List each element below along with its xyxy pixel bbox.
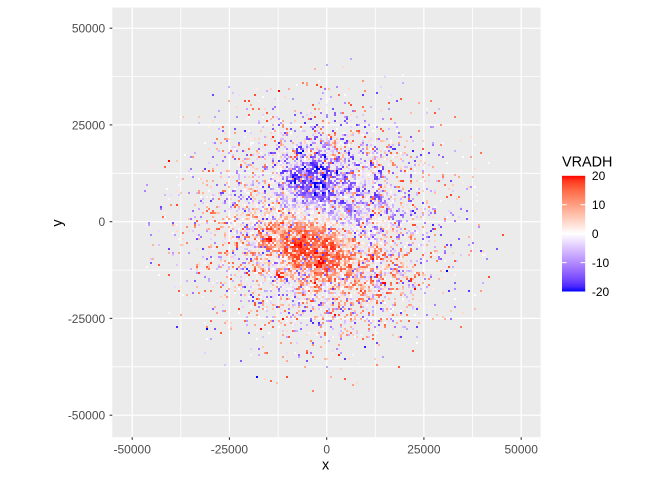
svg-text:x: x xyxy=(322,458,330,474)
svg-text:-10: -10 xyxy=(592,256,610,270)
svg-text:-25000: -25000 xyxy=(68,312,106,326)
svg-text:0: 0 xyxy=(99,215,106,229)
svg-text:0: 0 xyxy=(592,227,599,241)
svg-text:-50000: -50000 xyxy=(68,409,106,423)
svg-text:50000: 50000 xyxy=(72,22,106,36)
svg-text:-20: -20 xyxy=(592,285,610,299)
svg-text:25000: 25000 xyxy=(72,118,106,132)
svg-text:25000: 25000 xyxy=(407,442,441,456)
svg-text:y: y xyxy=(50,219,66,227)
svg-text:-25000: -25000 xyxy=(211,442,249,456)
svg-text:10: 10 xyxy=(592,198,606,212)
svg-text:0: 0 xyxy=(323,442,330,456)
svg-text:VRADH: VRADH xyxy=(562,155,612,171)
svg-text:20: 20 xyxy=(592,169,606,183)
svg-text:-50000: -50000 xyxy=(114,442,152,456)
svg-text:50000: 50000 xyxy=(505,442,539,456)
